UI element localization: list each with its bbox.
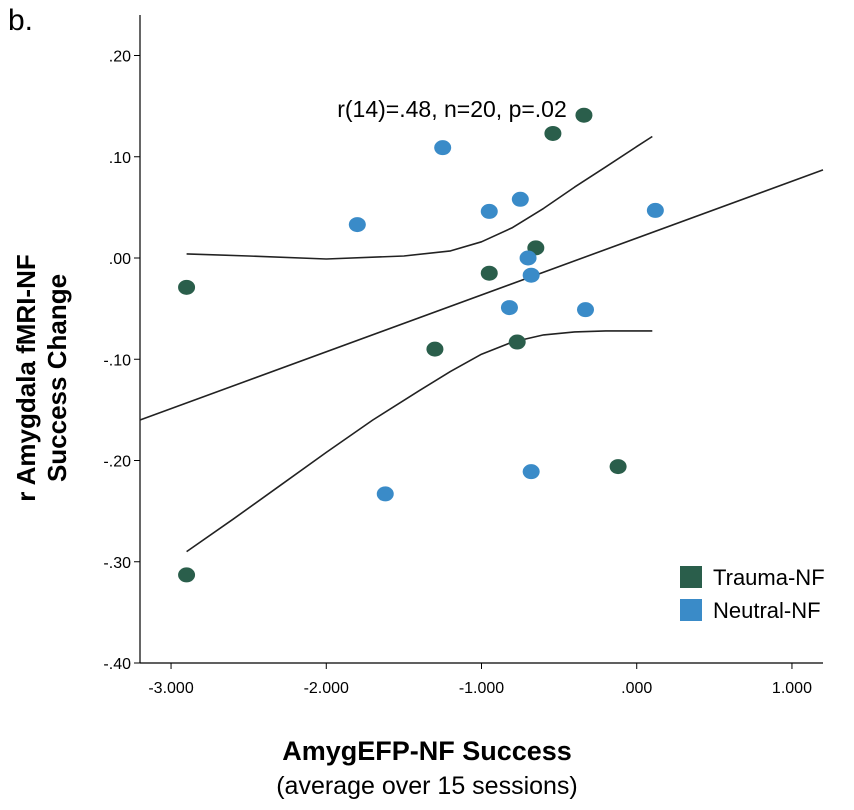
neutral-nf-point (519, 250, 537, 266)
neutral-nf-point (376, 486, 394, 502)
trauma-nf-point (178, 567, 196, 583)
neutral-nf-point (646, 202, 664, 218)
y-tick-label: -.20 (103, 454, 131, 471)
x-tick-label: -3.000 (148, 680, 193, 697)
neutral-nf-point (480, 203, 498, 219)
y-tick-label: -.40 (103, 656, 131, 673)
y-axis-title-line1: r Amygdala fMRI-NF (11, 254, 41, 502)
x-tick-label: -2.000 (304, 680, 349, 697)
legend-label-trauma-nf: Trauma-NF (713, 565, 825, 590)
trauma-nf-point (575, 107, 593, 123)
data-points (178, 107, 664, 583)
trauma-nf-point (508, 334, 526, 350)
neutral-nf-point (522, 464, 540, 480)
trauma-nf-point (544, 125, 562, 141)
ci-upper-curve (186, 135, 653, 260)
legend: Trauma-NF Neutral-NF (680, 565, 825, 623)
x-tick-label: .000 (621, 680, 652, 697)
neutral-nf-point (511, 191, 529, 207)
x-axis-title: AmygEFP-NF Success (282, 736, 572, 766)
trauma-nf-point (178, 279, 196, 295)
fit-line (139, 169, 824, 421)
y-axis-title: r Amygdala fMRI-NF Success Change (11, 254, 73, 502)
trauma-nf-point (609, 459, 627, 475)
regression-curves (139, 135, 824, 553)
y-axis-title-line2: Success Change (42, 273, 72, 483)
neutral-nf-point (522, 267, 540, 283)
stats-annotation: r(14)=.48, n=20, p=.02 (337, 96, 567, 122)
x-axis-subtitle: (average over 15 sessions) (276, 772, 578, 800)
panel-label: b. (8, 4, 34, 37)
y-tick-label: -.30 (103, 555, 131, 572)
axes: -.40 -.30 -.20 -.10 .00 .10 .20 -3.000 -2.000 -1.… (103, 15, 823, 697)
y-tick-label: -.10 (103, 352, 131, 369)
neutral-nf-point (500, 300, 518, 316)
x-tick-label: 1.000 (772, 680, 812, 697)
y-tick-label: .10 (109, 150, 131, 167)
neutral-nf-point (348, 217, 366, 233)
x-tick-label: -1.000 (459, 680, 504, 697)
y-tick-label: .20 (109, 49, 131, 66)
neutral-nf-point (577, 302, 595, 318)
trauma-nf-point (426, 341, 444, 357)
neutral-nf-point (434, 140, 452, 156)
ci-lower-curve (186, 330, 653, 553)
legend-swatch-neutral-nf (680, 599, 702, 621)
y-tick-label: .00 (109, 251, 131, 268)
trauma-nf-point (480, 265, 498, 281)
legend-label-neutral-nf: Neutral-NF (713, 598, 821, 623)
legend-swatch-trauma-nf (680, 566, 702, 588)
